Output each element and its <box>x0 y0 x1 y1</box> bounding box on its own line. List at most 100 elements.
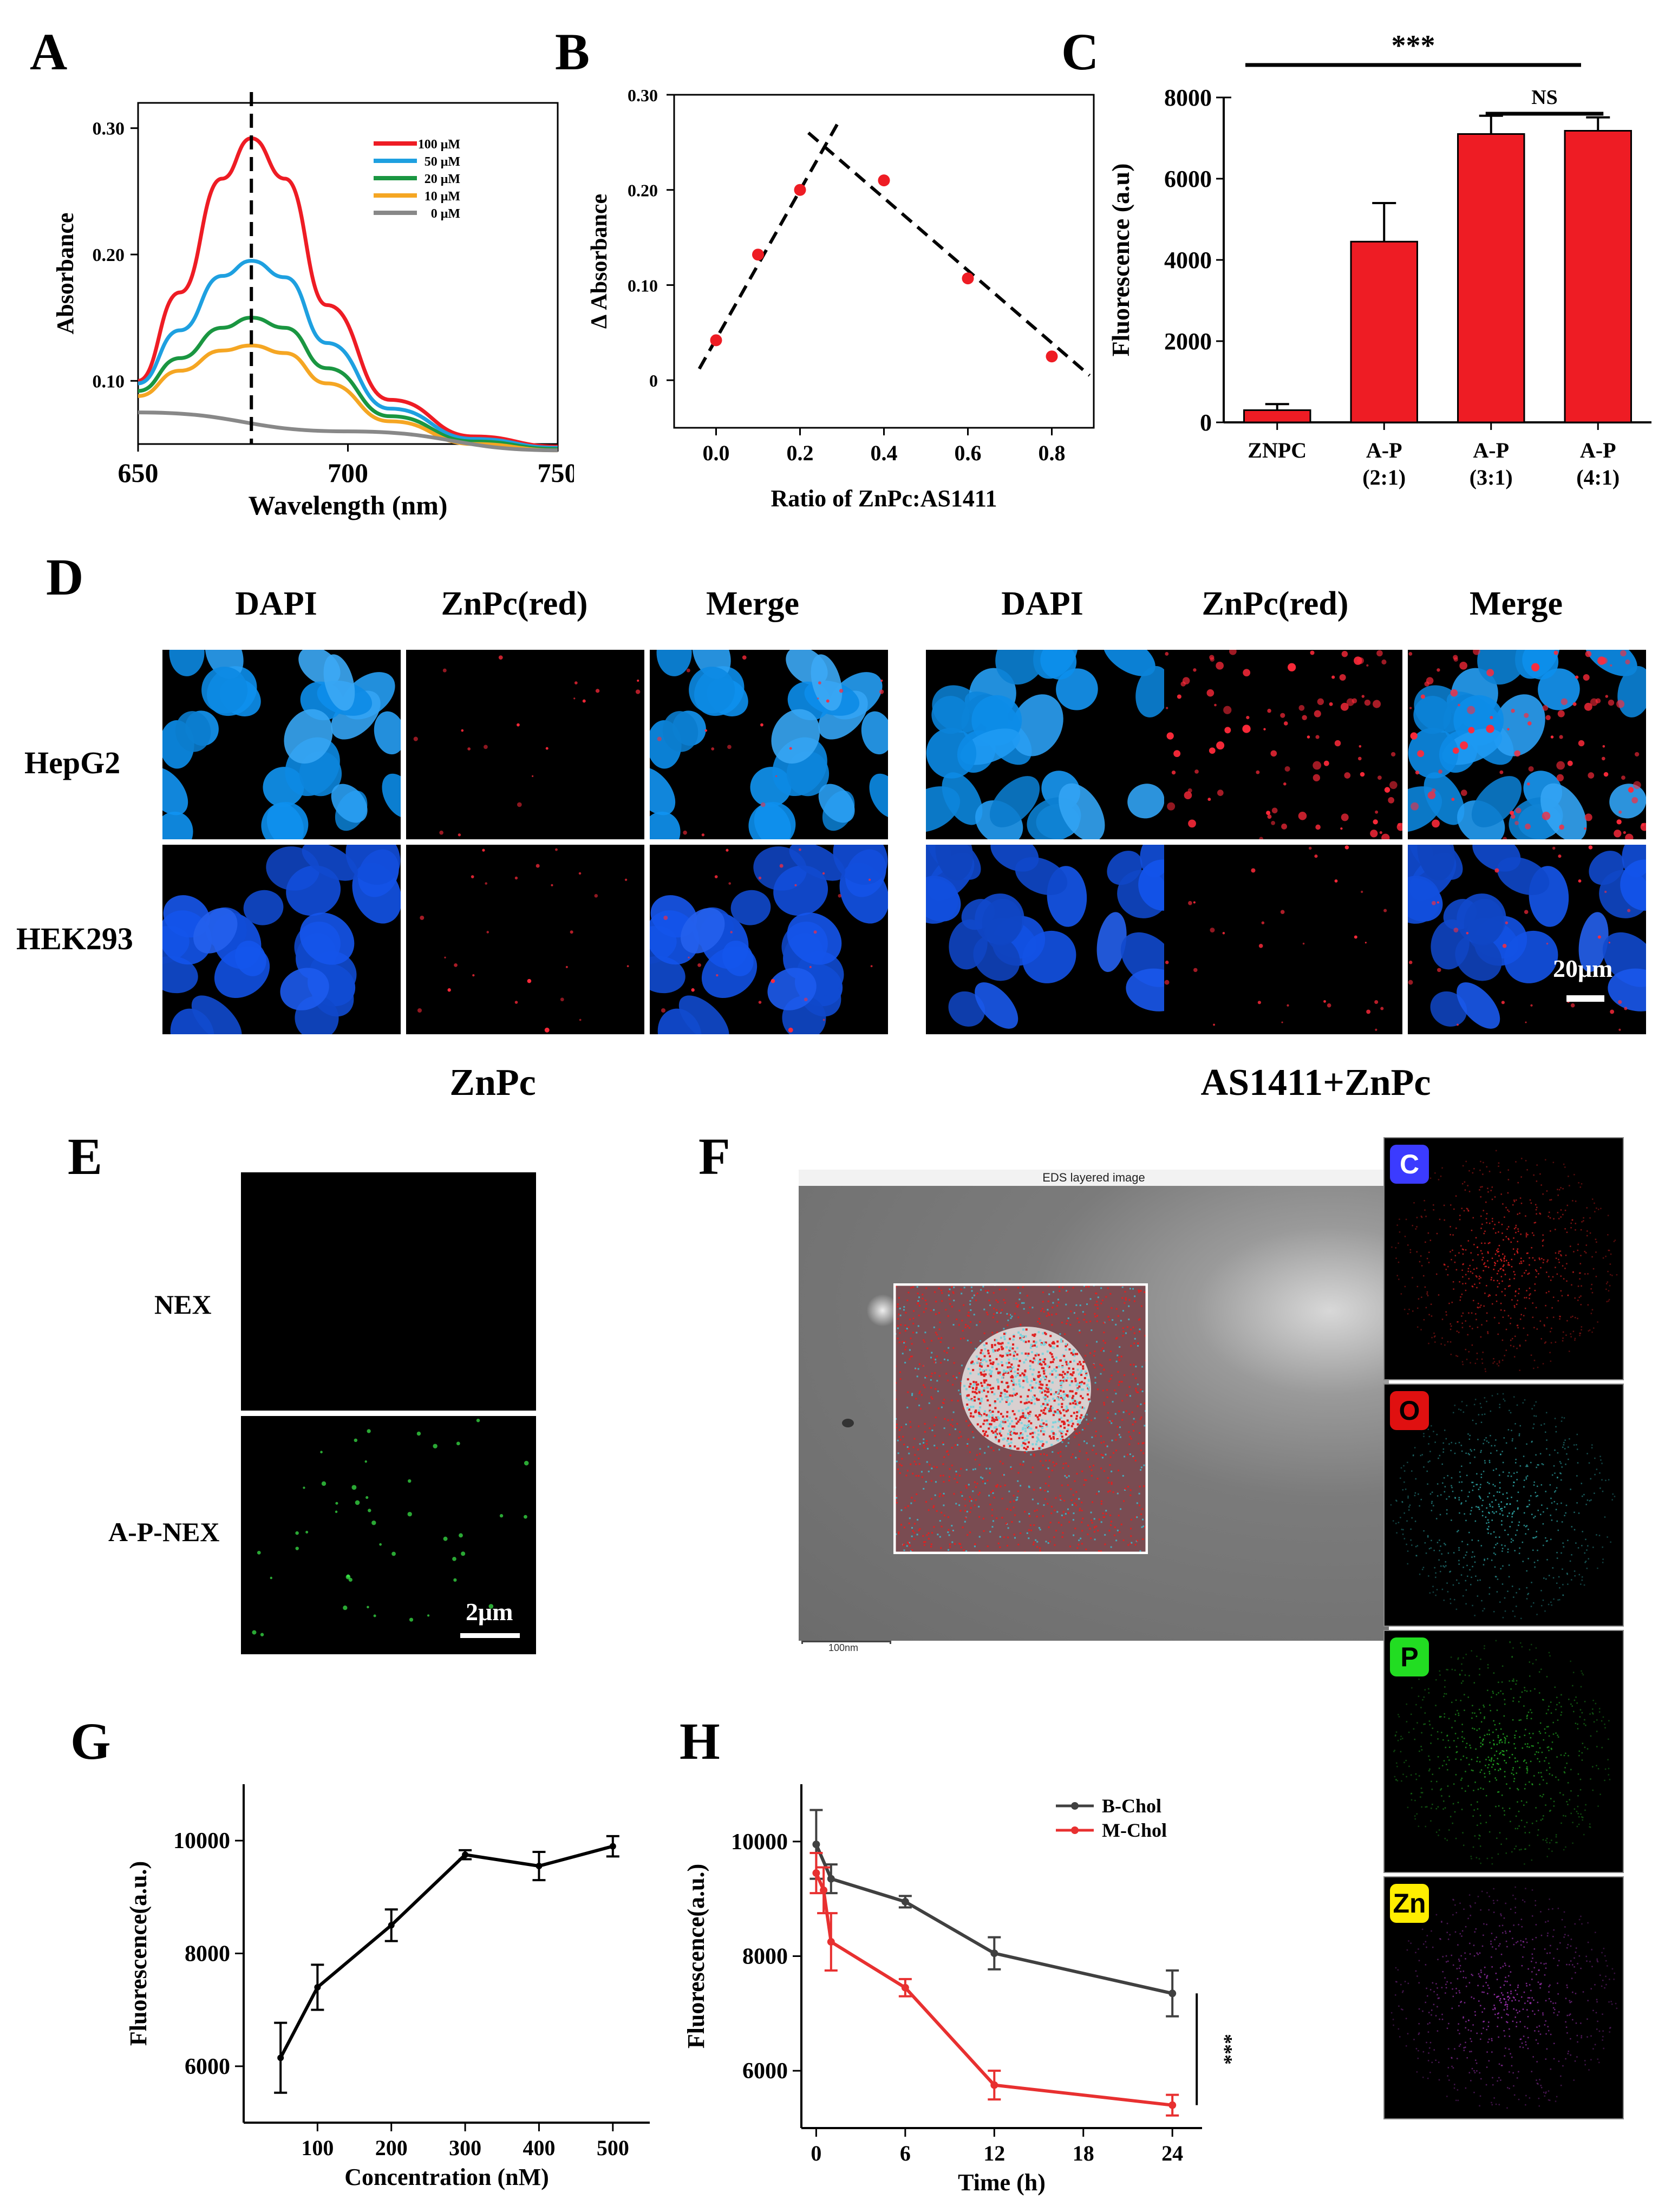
f-element-pixel <box>1502 1393 1504 1395</box>
f-map-pixel <box>1044 1483 1047 1485</box>
f-element-pixel <box>1495 1499 1497 1501</box>
d-col-dapi-left: DAPI <box>235 585 317 622</box>
f-particle-pixel <box>996 1349 999 1352</box>
f-element-pixel <box>1467 1210 1470 1212</box>
f-map-pixel <box>911 1497 913 1499</box>
f-map-pixel <box>934 1494 936 1496</box>
f-element-pixel <box>1418 1775 1420 1777</box>
e-green-dot <box>459 1533 463 1538</box>
f-particle-pixel <box>970 1385 972 1388</box>
f-particle-pixel <box>1069 1376 1072 1379</box>
f-element-pixel <box>1471 1506 1473 1509</box>
f-particle-pixel <box>1024 1370 1027 1373</box>
f-element-pixel <box>1543 1815 1544 1817</box>
f-element-pixel <box>1484 1462 1486 1464</box>
f-map-pixel <box>969 1321 971 1323</box>
d-red-dot <box>1340 827 1343 830</box>
e-scale-bar <box>460 1633 520 1638</box>
f-element-pixel <box>1478 1495 1480 1497</box>
f-element-pixel <box>1571 1526 1573 1528</box>
f-element-pixel <box>1470 1804 1472 1806</box>
f-map-pixel <box>968 1311 970 1314</box>
f-element-pixel <box>1575 1229 1576 1231</box>
f-map-pixel <box>996 1486 998 1488</box>
f-particle-pixel <box>1055 1391 1057 1394</box>
d-red-dot <box>822 1019 825 1021</box>
f-element-pixel <box>1604 1516 1606 1518</box>
d-red-dot <box>1314 854 1318 858</box>
f-particle-pixel <box>1012 1384 1015 1386</box>
d-red-dot <box>582 699 586 703</box>
d-nucleus <box>1135 666 1164 717</box>
f-particle-pixel <box>976 1423 979 1426</box>
f-element-pixel <box>1406 1543 1407 1545</box>
f-particle-pixel <box>1007 1342 1010 1345</box>
c-xtick-label-2-1: (3:1) <box>1470 465 1513 490</box>
f-element-pixel <box>1609 1779 1611 1780</box>
f-particle-pixel <box>983 1358 986 1361</box>
f-particle-pixel <box>1033 1402 1036 1405</box>
f-element-pixel <box>1595 1276 1597 1277</box>
f-map-pixel <box>990 1446 993 1448</box>
f-element-pixel <box>1564 1439 1566 1441</box>
f-element-pixel <box>1525 1465 1527 1467</box>
f-map-pixel <box>1043 1310 1045 1313</box>
f-element-pixel <box>1505 1838 1507 1839</box>
d-red-dot <box>1511 708 1515 713</box>
d-red-dot <box>1567 760 1573 766</box>
f-map-pixel <box>917 1300 919 1302</box>
d-red-dot <box>439 830 443 835</box>
f-map-pixel <box>989 1503 991 1505</box>
d-red-dot <box>1267 708 1271 713</box>
f-element-pixel <box>1575 1223 1577 1224</box>
f-element-pixel <box>1423 1319 1425 1321</box>
f-map-pixel <box>1086 1442 1088 1444</box>
f-map-pixel <box>949 1298 951 1300</box>
f-element-pixel <box>1485 1822 1487 1823</box>
f-particle-pixel <box>1034 1387 1036 1389</box>
f-particle-pixel <box>971 1360 974 1363</box>
f-particle-pixel <box>981 1390 983 1393</box>
f-element-pixel <box>1491 1445 1492 1447</box>
f-element-pixel <box>1475 1313 1477 1315</box>
f-element-pixel <box>1535 1269 1537 1271</box>
f-map-pixel <box>1067 1484 1069 1486</box>
f-map-pixel <box>936 1510 938 1512</box>
f-element-pixel <box>1484 1368 1486 1370</box>
d-red-dot <box>1575 675 1579 679</box>
f-element-pixel <box>1535 1204 1537 1206</box>
f-map-pixel <box>974 1543 976 1545</box>
f-map-pixel <box>898 1436 900 1438</box>
f-element-pixel <box>1499 1491 1500 1493</box>
d-red-dot <box>1610 664 1612 667</box>
f-element-pixel <box>1481 1186 1483 1187</box>
f-map-pixel <box>930 1387 932 1389</box>
f-map-pixel <box>904 1324 906 1327</box>
f-map-pixel <box>1144 1335 1146 1337</box>
panel-letter-g: G <box>70 1712 111 1770</box>
f-particle-pixel <box>1030 1399 1033 1401</box>
f-element-pixel <box>1496 1709 1498 1711</box>
f-element-pixel <box>1580 1583 1582 1585</box>
d-red-dot <box>1616 819 1622 825</box>
f-element-pixel <box>1566 1320 1568 1322</box>
f-element-pixel <box>1430 1303 1432 1305</box>
f-map-pixel <box>1141 1390 1144 1392</box>
f-element-pixel <box>1494 1196 1496 1198</box>
d-row-hepg2: HepG2 <box>24 745 121 780</box>
f-map-pixel <box>1065 1462 1067 1464</box>
f-element-pixel <box>1472 1604 1473 1607</box>
d-red-dot <box>1308 846 1312 850</box>
f-element-pixel <box>1504 1740 1506 1742</box>
f-particle-pixel <box>1075 1401 1078 1404</box>
f-map-pixel <box>1102 1340 1105 1342</box>
f-element-pixel <box>1555 1267 1556 1268</box>
d-red-dot <box>1578 879 1582 883</box>
f-element-pixel <box>1492 1221 1493 1222</box>
d-red-dot <box>1631 797 1638 804</box>
f-element-pixel <box>1573 1529 1576 1531</box>
f-element-pixel <box>1442 1442 1444 1444</box>
f-element-pixel <box>1579 1778 1582 1780</box>
d-red-dot <box>484 745 488 749</box>
d-red-dot <box>758 1001 762 1004</box>
